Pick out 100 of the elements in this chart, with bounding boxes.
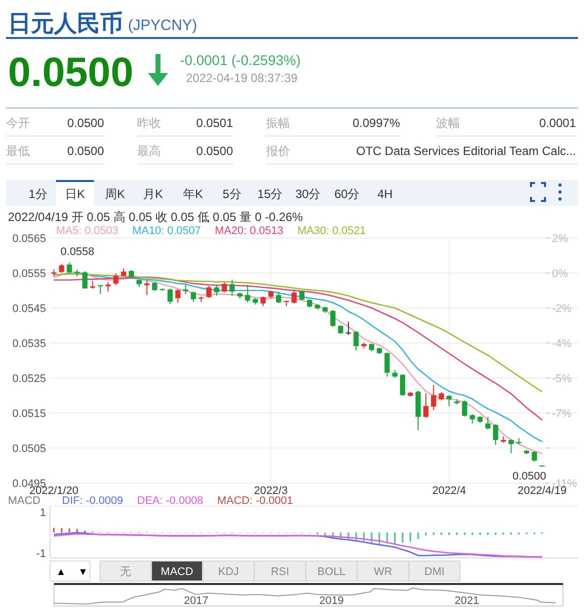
annotation: 0.0558	[60, 246, 94, 258]
y-tick-label: 0.0525	[12, 373, 46, 385]
y-tick-label: 0.0555	[12, 268, 46, 280]
candlestick	[214, 284, 220, 296]
y-tick-label: 0.0565	[12, 233, 46, 245]
text: ▲	[56, 567, 66, 578]
candlestick	[431, 384, 436, 410]
candlestick	[354, 330, 359, 351]
y2-tick-label: 0%	[552, 268, 568, 280]
y2-tick-label: -4%	[552, 338, 572, 350]
y2-tick-label: -7%	[552, 408, 572, 420]
candlestick	[284, 300, 289, 307]
candlestick	[485, 416, 490, 430]
text: MACD	[160, 566, 194, 578]
text: OTC Data Services Editorial Team Calc...	[356, 144, 576, 158]
y-tick-label: 0.0535	[12, 338, 46, 350]
text: 报价	[265, 144, 290, 158]
text: 周K	[104, 187, 126, 201]
candlestick	[346, 321, 351, 336]
candlestick	[384, 352, 390, 378]
candlestick	[175, 288, 180, 304]
candlestick	[106, 282, 111, 292]
candlestick	[276, 291, 282, 304]
text: 月K	[142, 187, 164, 201]
x-tick-label: 2022/4	[432, 485, 466, 497]
chart-title: 2022/04/19 开 0.05 高 0.05 收 0.05 低 0.05 量 0 -0.26%	[8, 210, 304, 224]
candlestick	[446, 394, 452, 406]
candlestick	[82, 270, 88, 290]
text: 0.0500	[8, 49, 134, 95]
text: BOLL	[317, 566, 346, 578]
candlestick	[66, 262, 72, 274]
text: 年K	[182, 187, 204, 201]
text: 0.0500	[67, 144, 104, 158]
text: MACD: -0.0001	[217, 495, 293, 507]
text: 5分	[222, 187, 242, 201]
candlestick	[98, 284, 103, 294]
text: 4H	[377, 187, 393, 201]
y-tick-label: 0.0505	[12, 443, 46, 455]
text: 0.0500	[67, 116, 104, 130]
x-tick-label: 2019	[319, 595, 344, 607]
candlestick	[532, 450, 537, 462]
candlestick	[206, 285, 212, 298]
text: (JPYCNY)	[128, 17, 198, 34]
candlestick	[190, 291, 196, 303]
text: 今开	[6, 116, 30, 130]
candlestick	[260, 296, 266, 306]
chart-title: MACD	[8, 495, 40, 507]
candlestick	[330, 310, 336, 328]
candlestick	[462, 400, 468, 417]
text: 0.0500	[196, 144, 234, 158]
candlestick	[245, 284, 250, 303]
text: DIF: -0.0009	[62, 495, 124, 507]
candlestick	[423, 392, 428, 418]
candlestick	[508, 438, 514, 454]
candlestick	[230, 279, 235, 296]
text: 30分	[295, 187, 321, 201]
text: 0.0997%	[352, 116, 400, 130]
candlestick	[470, 414, 475, 424]
text: MA5: 0.0503	[56, 225, 118, 237]
x-tick-label: 2022/4/19	[518, 485, 567, 497]
x-tick-label: 2017	[184, 595, 208, 607]
text: 振幅	[266, 116, 290, 130]
text: 0.0001	[539, 116, 576, 130]
y2-tick-label: -5%	[552, 373, 572, 385]
annotation: 0.0500	[512, 470, 546, 482]
candlestick	[59, 263, 64, 274]
text: WR	[374, 566, 392, 578]
candlestick	[299, 290, 304, 301]
candlestick	[222, 282, 227, 293]
text: KDJ	[218, 566, 239, 578]
text: 最高	[137, 144, 161, 158]
candlestick	[168, 288, 173, 305]
text: 日K	[64, 187, 86, 201]
y2-tick-label: -2%	[552, 303, 572, 315]
y-tick-label: -1	[36, 548, 46, 560]
text: RSI	[270, 566, 290, 578]
y-tick-label: 1	[40, 507, 46, 520]
text: MA10: 0.0507	[132, 225, 201, 237]
text: 无	[120, 566, 131, 578]
text: -0.0001 (-0.2593%)	[180, 52, 301, 68]
text: 昨收	[137, 116, 161, 130]
text: 60分	[334, 187, 360, 201]
candlestick	[493, 424, 498, 446]
text: 1分	[28, 187, 48, 201]
text: DEA: -0.0008	[137, 495, 204, 507]
text: MA20: 0.0513	[214, 225, 284, 237]
y2-tick-label: 2%	[552, 233, 568, 245]
text: 波幅	[436, 116, 460, 130]
text: DMI	[424, 566, 445, 578]
candlestick	[400, 374, 406, 396]
text: 0.0501	[196, 116, 234, 130]
text: 日元人民币	[8, 10, 123, 36]
y-tick-label: 0.0545	[12, 303, 46, 315]
candlestick	[113, 272, 118, 286]
candlestick	[292, 288, 297, 304]
text: ▼	[78, 567, 88, 578]
text: MA30: 0.0521	[297, 225, 366, 237]
x-tick-label: 2022/3	[254, 485, 288, 497]
x-tick-label: 2021	[454, 595, 480, 607]
text: 最低	[6, 144, 30, 158]
